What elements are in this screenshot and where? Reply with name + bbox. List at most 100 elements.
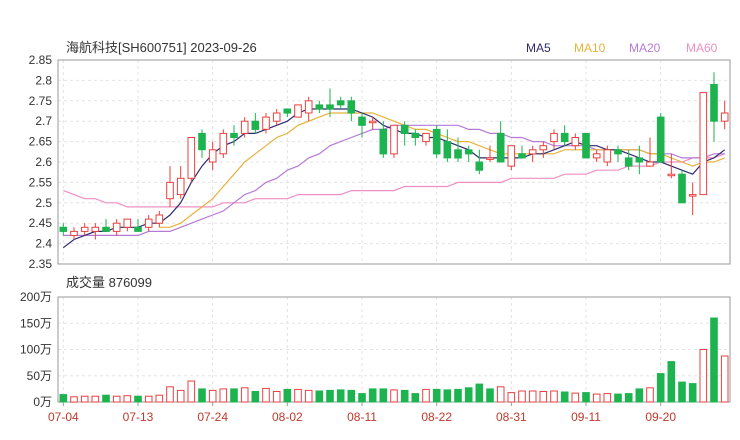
volume-bar: [550, 390, 558, 403]
candle-body: [667, 173, 676, 177]
candle: [155, 210, 164, 228]
candle: [294, 104, 302, 118]
candle-body: [475, 161, 484, 171]
candle: [379, 121, 388, 158]
volume-bar: [646, 387, 654, 403]
volume-grid: [57, 296, 731, 403]
volume-bar: [336, 389, 345, 403]
volume-bar: [400, 389, 409, 403]
candle-body: [635, 157, 644, 163]
candle-body: [656, 116, 665, 163]
candle: [475, 149, 484, 175]
candle: [112, 219, 121, 236]
candle: [422, 132, 430, 146]
candle-body: [123, 218, 132, 228]
candle: [678, 170, 686, 204]
candle: [315, 100, 324, 114]
candle-body: [688, 194, 697, 197]
candle: [486, 145, 494, 162]
candle-body: [187, 137, 196, 179]
candle: [710, 72, 718, 142]
candle-body: [539, 145, 548, 151]
candle-body: [112, 222, 121, 232]
price-tick-label: 2.65: [29, 135, 53, 149]
price-tick-label: 2.45: [29, 216, 53, 230]
date-tick-label: 07-24: [197, 410, 228, 424]
volume-bar: [70, 396, 78, 403]
volume-bar: [582, 392, 590, 403]
volume-bar: [80, 395, 89, 403]
candle-body: [208, 149, 217, 163]
date-tick-label: 09-20: [645, 410, 676, 424]
candle-body: [251, 120, 260, 130]
volume-bar: [155, 394, 164, 403]
candle-body: [390, 124, 398, 155]
volume-bar: [688, 383, 697, 403]
candle: [390, 124, 398, 158]
volume-bar: [198, 388, 206, 403]
volume-bar: [187, 380, 196, 403]
candle-body: [432, 128, 441, 155]
volume-bar: [614, 393, 622, 403]
volume-bars: [59, 317, 729, 403]
volume-bar: [592, 393, 601, 403]
volume-label: 成交量 876099: [66, 275, 152, 290]
price-tick-label: 2.8: [35, 73, 52, 87]
date-tick-label: 08-02: [272, 410, 303, 424]
volume-bar: [571, 392, 580, 403]
candle: [347, 96, 356, 122]
ma60-line: [63, 153, 725, 208]
candle: [614, 145, 622, 162]
candle-body: [528, 149, 537, 155]
candle: [432, 125, 441, 158]
candle-body: [507, 145, 516, 167]
candle: [699, 92, 708, 196]
candle-body: [710, 84, 718, 122]
candle: [592, 149, 601, 162]
candle: [304, 96, 313, 122]
candle: [667, 153, 676, 179]
volume-bar: [304, 389, 313, 403]
price-tick-label: 2.85: [29, 53, 53, 67]
price-tick-label: 2.55: [29, 175, 53, 189]
volume-bar: [230, 388, 238, 403]
price-tick-label: 2.75: [29, 94, 53, 108]
volume-bar: [518, 390, 526, 403]
volume-tick-label: 150万: [20, 316, 52, 330]
candle: [70, 227, 78, 240]
candle-body: [678, 173, 686, 204]
chart-title: 海航科技[SH600751] 2023-09-26: [66, 40, 257, 55]
candle: [496, 121, 505, 163]
volume-bar: [464, 387, 473, 403]
candle-body: [219, 132, 228, 155]
volume-bar: [91, 395, 100, 403]
candle-body: [304, 100, 313, 114]
volume-bar: [539, 391, 548, 403]
candle-body: [166, 181, 174, 200]
candle-body: [102, 226, 110, 232]
candle-body: [550, 132, 558, 143]
legend-ma60: MA60: [686, 41, 718, 55]
candle: [336, 96, 345, 109]
candle: [582, 132, 590, 159]
volume-tick-label: 100万: [20, 343, 52, 357]
candle-body: [624, 157, 633, 167]
candle: [518, 145, 526, 159]
candle: [528, 145, 537, 162]
candlesticks: [59, 72, 729, 240]
candle: [219, 129, 228, 158]
candle-body: [59, 226, 68, 232]
volume-bar: [710, 317, 718, 403]
candle: [454, 137, 462, 162]
volume-bar: [326, 389, 334, 403]
price-tick-label: 2.4: [35, 237, 52, 251]
candle: [443, 129, 452, 162]
candle-body: [464, 149, 473, 155]
candle: [262, 113, 270, 134]
legend-ma20: MA20: [629, 41, 661, 55]
candle: [624, 149, 633, 171]
price-frame: [57, 59, 731, 265]
volume-bar: [507, 392, 516, 403]
volume-bar: [528, 390, 537, 403]
